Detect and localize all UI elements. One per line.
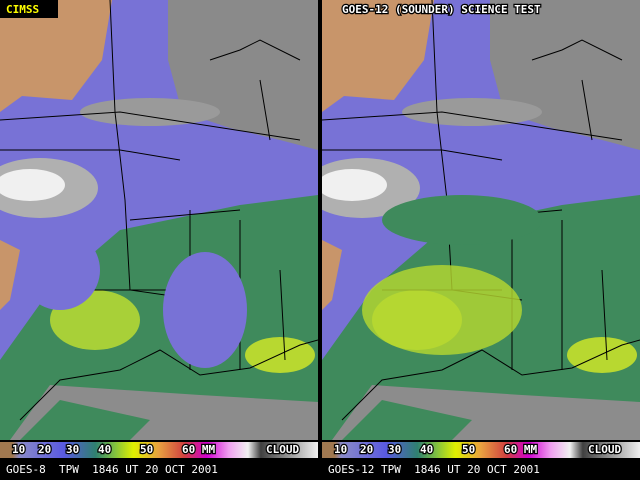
legend-label: 50 [462, 443, 475, 456]
legend-label: 40 [98, 443, 111, 456]
color-bar [0, 442, 318, 458]
dry-region [20, 230, 100, 310]
tpw-map [0, 0, 318, 440]
legend-label: CLOUD [588, 443, 621, 456]
panel-label: GOES-12 (SOUNDER) SCIENCE TEST [342, 3, 541, 16]
legend-label: 50 [140, 443, 153, 456]
caption: GOES-12 TPW 1846 UT 20 OCT 2001 [328, 463, 540, 476]
left-panel [0, 0, 318, 440]
legend-label: 40 [420, 443, 433, 456]
color-bar [322, 442, 640, 458]
legend-label: 20 [360, 443, 373, 456]
legend-label: 30 [388, 443, 401, 456]
panel-label: CIMSS [6, 3, 39, 16]
right-panel [322, 0, 640, 440]
legend-label: CLOUD [266, 443, 299, 456]
legend-label: 60 MM [182, 443, 215, 456]
divider [318, 0, 322, 480]
legend-label: 10 [334, 443, 347, 456]
moist-region [382, 195, 542, 245]
legend-label: 30 [66, 443, 79, 456]
legend: 10 20 30 40 50 60 MM CLOUD 10 20 30 40 50 60 MM CLOUD [11, 442, 623, 458]
moist-region [362, 265, 522, 355]
legend-label: 20 [38, 443, 51, 456]
label-box [0, 0, 58, 18]
legend-label: 10 [12, 443, 25, 456]
dry-region [163, 252, 247, 368]
caption: GOES-8 TPW 1846 UT 20 OCT 2001 [6, 463, 218, 476]
legend-label: 60 MM [504, 443, 537, 456]
caption-bar [0, 459, 640, 480]
